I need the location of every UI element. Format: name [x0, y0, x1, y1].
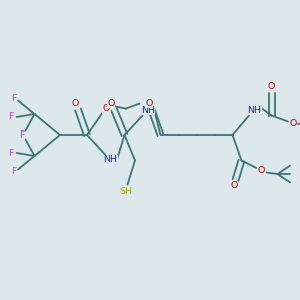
Text: O: O	[107, 99, 115, 108]
Text: F: F	[19, 130, 25, 139]
Text: O: O	[72, 99, 79, 108]
Text: NH: NH	[141, 106, 155, 115]
Text: SH: SH	[119, 187, 133, 196]
Text: F: F	[8, 148, 14, 158]
Text: O: O	[146, 99, 153, 108]
Text: F: F	[11, 94, 17, 103]
Text: O: O	[103, 104, 110, 113]
Text: NH: NH	[103, 155, 117, 164]
Text: O: O	[230, 182, 238, 190]
Text: F: F	[19, 131, 25, 140]
Text: F: F	[11, 167, 17, 176]
Text: NH: NH	[248, 106, 261, 115]
Text: O: O	[290, 119, 297, 128]
Text: F: F	[8, 112, 14, 122]
Text: O: O	[268, 82, 275, 91]
Text: O: O	[258, 166, 265, 175]
